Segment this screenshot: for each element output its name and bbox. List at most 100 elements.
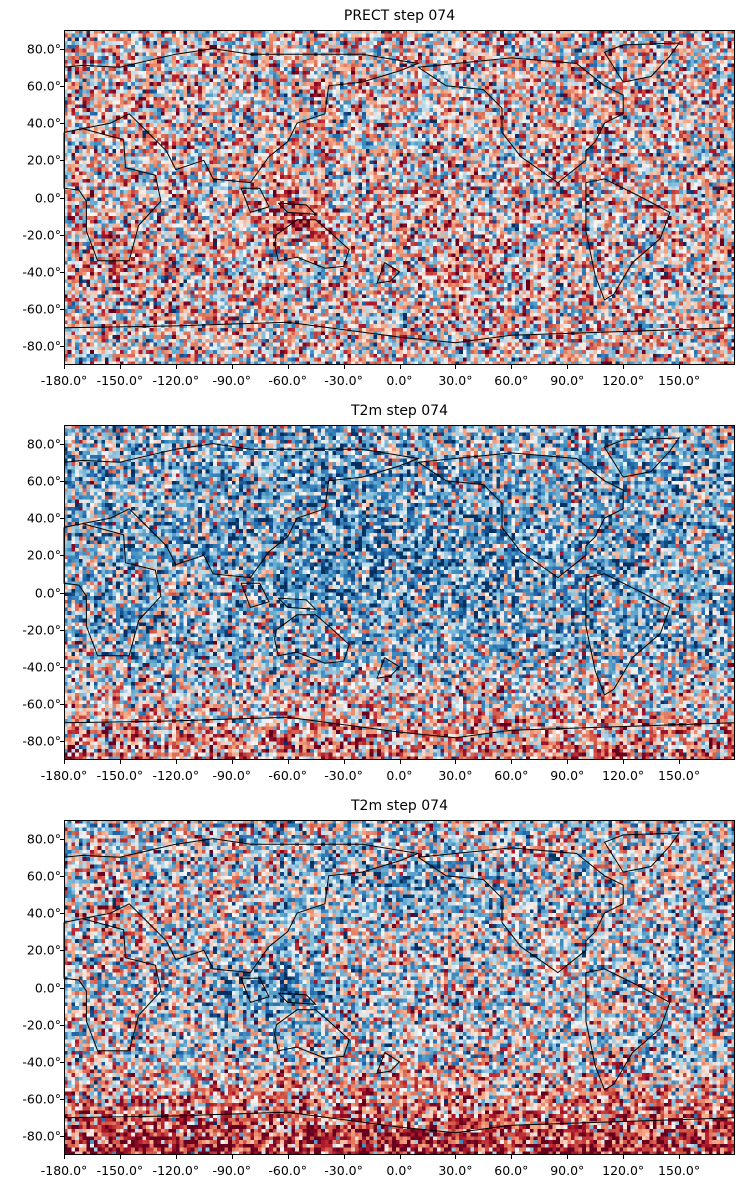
coastline bbox=[63, 716, 736, 739]
y-tick-label: -20.0° bbox=[22, 227, 61, 243]
y-tick-mark bbox=[60, 123, 64, 125]
coastline bbox=[240, 187, 270, 214]
x-tick-mark bbox=[231, 1155, 233, 1159]
coastline bbox=[63, 443, 420, 579]
coastline bbox=[63, 48, 420, 184]
x-tick-mark bbox=[343, 760, 345, 764]
x-tick-mark bbox=[175, 1155, 177, 1159]
y-tick-mark bbox=[60, 160, 64, 162]
x-tick-mark bbox=[343, 1155, 345, 1159]
coastline bbox=[274, 219, 350, 269]
y-tick-label: 80.0° bbox=[26, 831, 61, 847]
y-tick-label: -40.0° bbox=[22, 659, 61, 675]
x-tick-mark bbox=[64, 760, 65, 764]
y-tick-mark bbox=[60, 950, 64, 952]
x-tick-label: -90.0° bbox=[212, 373, 252, 388]
x-tick-mark bbox=[567, 365, 569, 369]
y-tick-label: 80.0° bbox=[26, 41, 61, 57]
y-tick-label: -40.0° bbox=[22, 264, 61, 280]
y-tick-mark bbox=[60, 913, 64, 915]
x-tick-label: 30.0° bbox=[438, 373, 473, 388]
x-tick-mark bbox=[511, 365, 513, 369]
x-tick-label: -30.0° bbox=[324, 373, 363, 388]
y-tick-label: -20.0° bbox=[22, 622, 61, 638]
x-tick-label: 30.0° bbox=[438, 1163, 473, 1178]
y-tick-mark bbox=[60, 838, 64, 840]
x-tick-mark bbox=[64, 365, 65, 369]
x-tick-mark bbox=[511, 1155, 513, 1159]
x-tick-mark bbox=[119, 365, 121, 369]
y-tick-label: -20.0° bbox=[22, 1017, 61, 1033]
y-tick-label: 40.0° bbox=[26, 115, 61, 131]
x-tick-mark bbox=[287, 1155, 289, 1159]
coastline bbox=[417, 452, 624, 579]
y-tick-mark bbox=[60, 443, 64, 445]
x-tick-label: -180.0° bbox=[40, 373, 88, 388]
coastline bbox=[240, 977, 270, 1004]
x-tick-label: 150.0° bbox=[658, 373, 701, 388]
y-tick-mark bbox=[60, 1024, 64, 1026]
y-tick-mark bbox=[60, 85, 64, 87]
heatmap-field bbox=[64, 30, 735, 365]
coastline bbox=[277, 202, 317, 215]
y-tick-mark bbox=[60, 629, 64, 631]
x-tick-mark bbox=[455, 1155, 457, 1159]
x-tick-mark bbox=[567, 1155, 569, 1159]
x-tick-label: -120.0° bbox=[152, 373, 200, 388]
coastline bbox=[63, 838, 420, 974]
y-tick-label: -60.0° bbox=[22, 301, 61, 317]
y-tick-mark bbox=[60, 987, 64, 989]
y-tick-label: 80.0° bbox=[26, 436, 61, 452]
y-tick-mark bbox=[60, 704, 64, 706]
y-tick-mark bbox=[60, 592, 64, 594]
y-tick-label: 20.0° bbox=[26, 152, 61, 168]
x-tick-mark bbox=[567, 760, 569, 764]
y-tick-label: 20.0° bbox=[26, 942, 61, 958]
x-tick-label: -150.0° bbox=[96, 768, 144, 783]
y-tick-mark bbox=[60, 1099, 64, 1101]
coastline bbox=[585, 178, 671, 301]
x-tick-label: 120.0° bbox=[602, 373, 645, 388]
coastline bbox=[63, 1111, 736, 1134]
x-tick-label: -60.0° bbox=[268, 373, 307, 388]
x-tick-mark bbox=[679, 365, 681, 369]
chart-title: T2m step 074 bbox=[350, 403, 448, 419]
y-tick-label: 0.0° bbox=[34, 190, 61, 205]
y-tick-label: -80.0° bbox=[22, 1128, 61, 1144]
x-tick-label: 60.0° bbox=[494, 768, 529, 783]
x-tick-mark bbox=[623, 1155, 625, 1159]
x-tick-mark bbox=[231, 365, 233, 369]
x-tick-mark bbox=[623, 365, 625, 369]
x-tick-label: 150.0° bbox=[658, 768, 701, 783]
x-tick-label: -60.0° bbox=[268, 768, 307, 783]
chart-title: PRECT step 074 bbox=[343, 8, 456, 24]
y-tick-mark bbox=[60, 346, 64, 348]
x-tick-mark bbox=[623, 760, 625, 764]
coastline bbox=[376, 657, 401, 679]
chart-title: T2m step 074 bbox=[350, 798, 448, 814]
x-tick-label: 150.0° bbox=[658, 1163, 701, 1178]
x-tick-mark bbox=[287, 365, 289, 369]
coastlines bbox=[63, 42, 736, 344]
y-tick-mark bbox=[60, 666, 64, 668]
x-tick-label: 30.0° bbox=[438, 768, 473, 783]
x-tick-label: 90.0° bbox=[550, 373, 585, 388]
x-tick-mark bbox=[119, 760, 121, 764]
x-tick-label: -90.0° bbox=[212, 768, 252, 783]
x-tick-mark bbox=[175, 760, 177, 764]
y-tick-label: 40.0° bbox=[26, 510, 61, 526]
x-tick-label: -150.0° bbox=[96, 1163, 144, 1178]
x-tick-mark bbox=[399, 760, 401, 764]
x-tick-mark bbox=[231, 760, 233, 764]
x-tick-mark bbox=[343, 365, 345, 369]
x-tick-label: -180.0° bbox=[40, 768, 88, 783]
coastline bbox=[240, 582, 270, 609]
y-tick-label: -60.0° bbox=[22, 696, 61, 712]
x-tick-label: 0.0° bbox=[386, 768, 413, 783]
y-tick-label: 60.0° bbox=[26, 473, 61, 489]
x-tick-mark bbox=[679, 1155, 681, 1159]
y-tick-mark bbox=[60, 48, 64, 50]
coastline bbox=[274, 614, 350, 664]
heatmap-field bbox=[64, 820, 735, 1155]
y-tick-mark bbox=[60, 309, 64, 311]
